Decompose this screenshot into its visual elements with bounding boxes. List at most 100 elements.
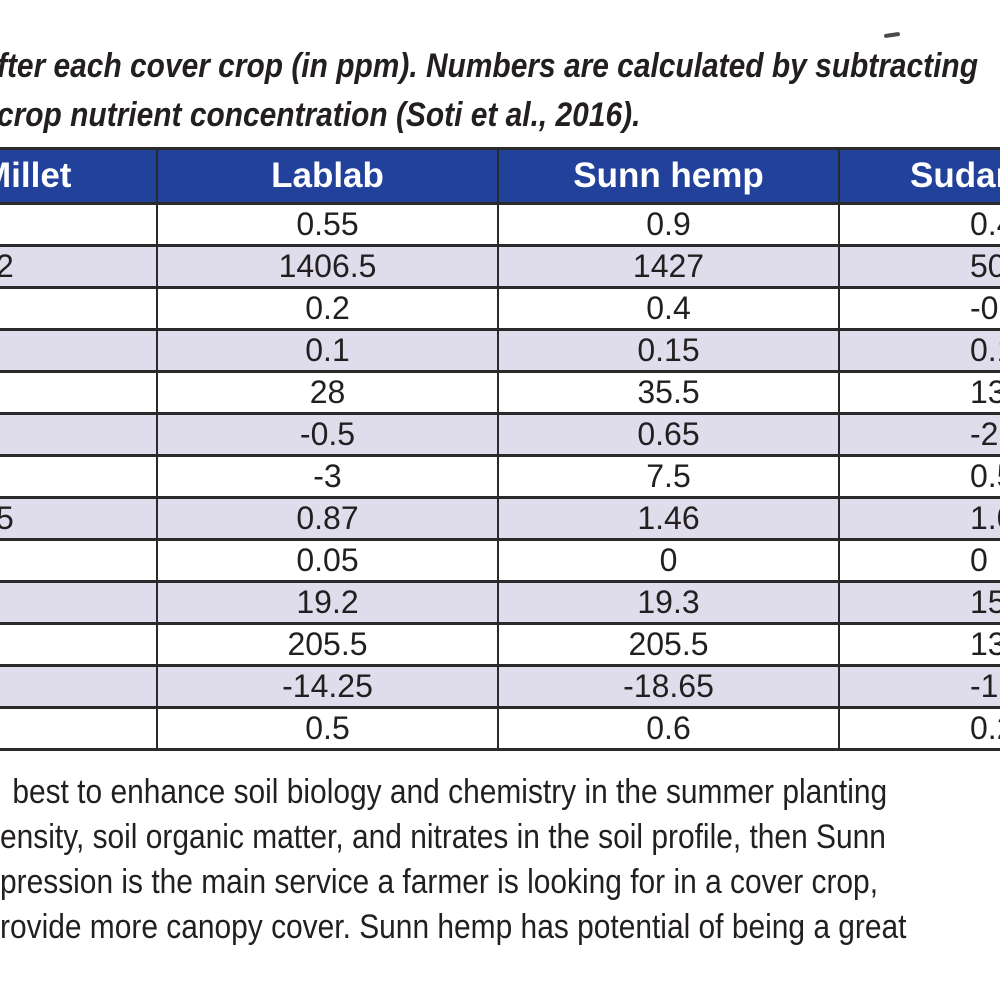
cell-value: 1427 [632,248,705,284]
cell-value: 205.5 [628,626,709,662]
cell-value: 0 [659,542,678,578]
table-cell [0,622,158,667]
table-caption: fter each cover crop (in ppm). Numbers a… [0,42,1000,140]
table-cell: 2 [0,244,158,289]
cell-value: -3 [313,458,342,494]
table-cell: 0 [838,538,1000,583]
cell-value: 0.55 [296,206,359,242]
cell-value: 0.05 [296,542,359,578]
paragraph-line-4: rovide more canopy cover. Sunn hemp has … [0,908,907,946]
table-cell: 1427 [497,244,840,289]
table-cell: 0.1 [838,328,1000,373]
cell-value: 7.5 [646,458,691,494]
table-cell: -3 [156,454,499,499]
table-cell: 0.5 [838,454,1000,499]
cell-value: 19.3 [637,584,700,620]
table-body: 0.550.90.421406.51427500.20.4-0.0.10.150… [0,202,1000,751]
cell-value: -12 [970,668,1000,704]
cell-value: 1.0 [970,500,1000,536]
cell-value: 0.1 [970,332,1000,368]
table-cell: -12 [838,664,1000,709]
table-cell: 13 [838,370,1000,415]
table-cell [0,538,158,583]
cell-value: 0.65 [637,416,700,452]
cell-value: 0.9 [646,206,691,242]
column-header-sunn-hemp: Sunn hemp [497,147,840,205]
cell-value: 35.5 [637,374,700,410]
table-row: -0.5 0.65 -2. [0,412,1000,457]
table-cell: 1406.5 [156,244,499,289]
table-cell: -18.65 [497,664,840,709]
cell-value: 0.5 [305,710,350,746]
cell-value: 0.2 [970,710,1000,746]
cell-value: 138 [970,626,1000,662]
table-cell: 0.65 [497,412,840,457]
cell-value: 5 [0,500,14,536]
nutrient-table-container: MilletLablabSunn hempSudan 0.550.90.4214… [0,147,1000,751]
paragraph-line-2: ensity, soil organic matter, and nitrate… [0,818,886,856]
column-header-label: Lablab [271,156,384,195]
table-cell: 0 [497,538,840,583]
table-cell: 205.5 [497,622,840,667]
cell-value: 0.5 [970,458,1000,494]
table-cell [0,664,158,709]
table-cell [0,412,158,457]
table-cell [0,370,158,415]
table-cell: 205.5 [156,622,499,667]
table-cell: 0.9 [497,202,840,247]
table-row: 0.1 0.15 0.1 [0,328,1000,373]
table-cell: 35.5 [497,370,840,415]
table-row: 0.05 0 0 [0,538,1000,583]
cell-value: -2. [970,416,1000,452]
cell-value: 205.5 [287,626,368,662]
column-header-label: Millet [0,156,72,195]
table-cell: 50 [838,244,1000,289]
table-cell: 19.2 [156,580,499,625]
column-header-label: Sunn hemp [573,156,764,195]
cell-value: 50 [970,248,1000,284]
table-row: 0.5 0.6 0.2 [0,706,1000,751]
table-cell: -0. [838,286,1000,331]
table-row: 19.2 19.3 15 [0,580,1000,625]
table-cell: 7.5 [497,454,840,499]
cell-value: 15 [970,584,1000,620]
cell-value: -18.65 [623,668,714,704]
column-header-lablab: Lablab [156,147,499,205]
table-cell: 0.55 [156,202,499,247]
table-cell: 0.2 [838,706,1000,751]
table-header-row: Millet Lablab Sunn hemp Sudan [0,147,1000,205]
paragraph-line-3: pression is the main service a farmer is… [0,863,879,901]
table-cell: 138 [838,622,1000,667]
table-row: -3 7.5 0.5 [0,454,1000,499]
caption-line-1: fter each cover crop (in ppm). Numbers a… [0,47,978,85]
table-cell [0,706,158,751]
cell-value: 0.15 [637,332,700,368]
table-cell: -2. [838,412,1000,457]
table-cell: 0.6 [497,706,840,751]
table-cell [0,202,158,247]
table-cell: 0.05 [156,538,499,583]
cell-value: 0.4 [970,206,1000,242]
table-row: 205.5 205.5 138 [0,622,1000,667]
table-cell: -0.5 [156,412,499,457]
table-cell: 0.15 [497,328,840,373]
table-cell: 5 [0,496,158,541]
table-row: -14.25 -18.65 -12 [0,664,1000,709]
cell-value: -0. [970,290,1000,326]
paragraph-line-1: best to enhance soil biology and chemist… [12,773,888,811]
table-row: 28 35.5 13 [0,370,1000,415]
cell-value: 2 [0,248,14,284]
table-cell [0,454,158,499]
table-row: 0.2 0.4 -0. [0,286,1000,331]
table-cell: -14.25 [156,664,499,709]
column-header-label: Sudan [910,156,1000,195]
table-cell: 19.3 [497,580,840,625]
cropped-text-fragment [883,31,901,39]
nutrient-table: MilletLablabSunn hempSudan 0.550.90.4214… [0,147,1000,751]
cell-value: 0.2 [305,290,350,326]
cell-value: 28 [309,374,346,410]
cell-value: -0.5 [299,416,356,452]
table-cell: 0.4 [497,286,840,331]
table-cell: 0.4 [838,202,1000,247]
